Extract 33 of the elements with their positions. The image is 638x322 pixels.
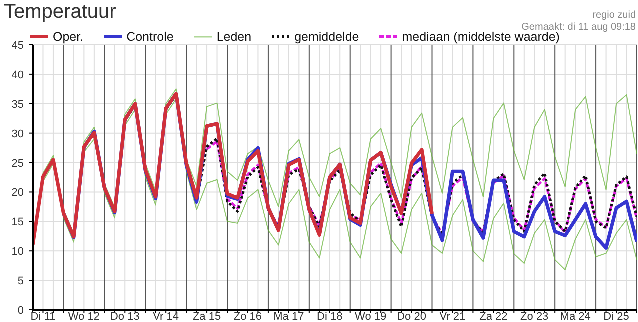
x-tick-label: Wo 12 [68,310,100,322]
x-tick-label: Vr 14 [153,310,180,322]
x-tick-label: Zo 16 [234,310,262,322]
chart-title: Temperatuur [4,1,116,23]
x-tick-label: Wo 19 [355,310,387,322]
x-tick-label: Do 13 [110,310,140,322]
x-tick-label: Vr 21 [440,310,466,322]
text: Gemaakt: di 11 aug 09:18 [522,22,636,33]
x-tick-label: Ma 24 [560,310,591,322]
legend-label: mediaan (middelste waarde) [402,30,560,44]
legend-label: gemiddelde [294,30,360,44]
legend-label: Oper. [53,30,84,44]
text: regio zuid [592,10,636,21]
y-tick-label: 40 [12,69,24,82]
y-tick-label: 5 [18,276,24,288]
y-tick-label: 25 [12,158,24,170]
legend-label: Leden [216,30,252,44]
y-tick-label: 15 [12,216,24,229]
y-tick-label: 10 [12,246,24,258]
legend-label: Controle [126,30,174,44]
x-tick-label: Za 22 [480,310,508,322]
y-tick-label: 35 [12,98,24,111]
x-tick-label: Zo 23 [520,310,549,322]
x-tick-label: Di 11 [30,310,56,322]
y-tick-label: 30 [12,128,24,140]
y-tick-label: 45 [12,40,24,52]
x-tick-label: Di 25 [604,310,630,322]
x-tick-label: Za 15 [192,310,222,322]
y-tick-label: 20 [12,187,24,200]
x-tick-label: Di 18 [317,310,343,322]
x-tick-label: Do 20 [397,310,426,322]
x-tick-label: Ma 17 [274,310,304,322]
y-tick-label: 0 [18,305,24,317]
